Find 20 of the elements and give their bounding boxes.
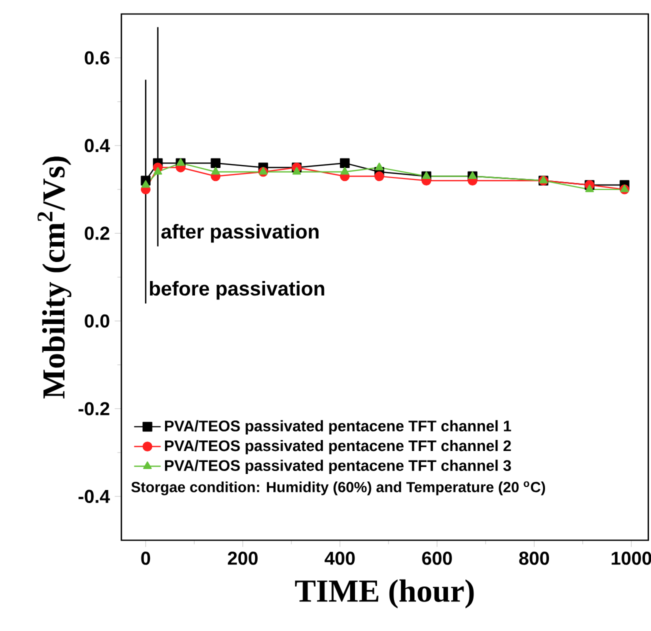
x-tick-label: 800 — [519, 552, 550, 565]
y-tick-label: -0.4 — [78, 490, 110, 504]
legend-label: PVA/TEOS passivated pentacene TFT channel 3 — [165, 460, 511, 474]
y-tick-label: -0.2 — [78, 402, 110, 416]
x-tick-label: 1000 — [612, 552, 651, 565]
legend-label: PVA/TEOS passivated pentacene TFT channel 1 — [165, 420, 512, 434]
y-axis-title: Mobility (cm$^{2}$/Vs) — [38, 156, 72, 399]
x-tick-label: 400 — [324, 552, 355, 565]
y-tick-label: 0.4 — [84, 138, 110, 152]
x-tick-label: 200 — [228, 552, 258, 565]
y-tick-label: 0.2 — [84, 226, 110, 240]
annotation: after passivation — [161, 224, 319, 243]
y-tick-label: 0.6 — [84, 51, 110, 64]
annotation: before passivation — [150, 280, 324, 300]
legend-label: PVA/TEOS passivated pentacene TFT channel 2 — [165, 440, 511, 454]
annotation: Storgae condition: Humidity (60%) and Temperature (20 $^{o}$C) — [131, 481, 546, 496]
x-tick-label: 600 — [422, 552, 452, 565]
y-tick-label: 0.0 — [84, 314, 110, 328]
x-tick-label: 0 — [141, 552, 150, 565]
x-axis-title: TIME (hour) — [295, 579, 474, 608]
